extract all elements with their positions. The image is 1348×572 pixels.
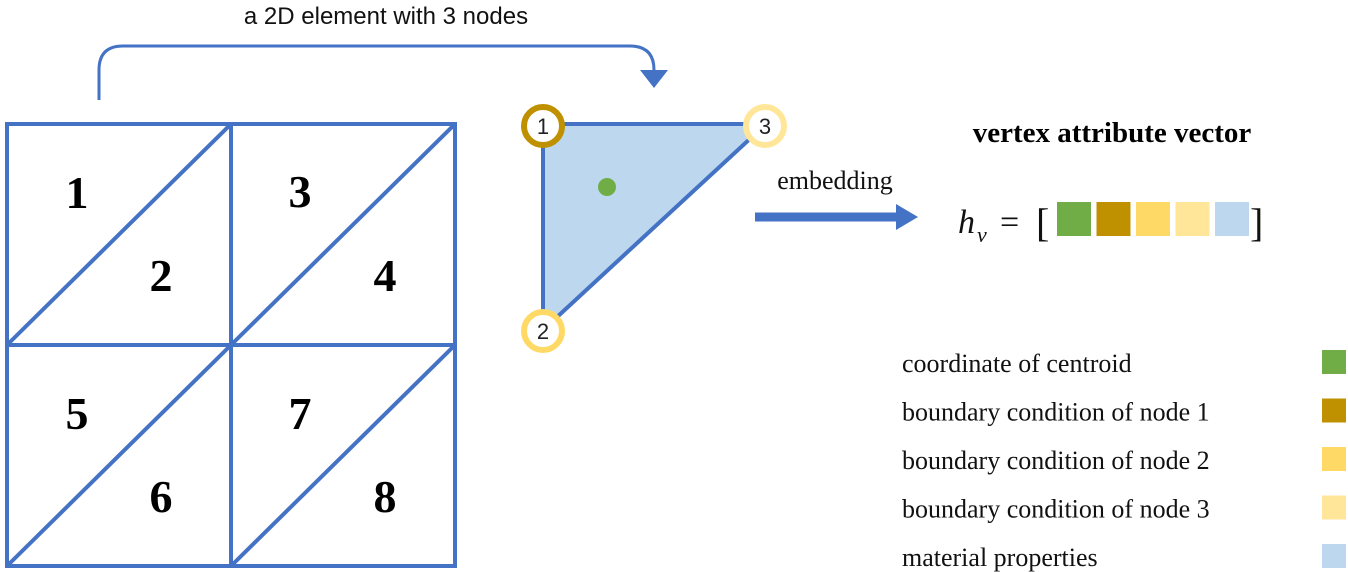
vector-cell (1215, 202, 1249, 236)
legend-label: boundary condition of node 3 (902, 495, 1210, 524)
legend-swatch (1322, 544, 1346, 568)
element-number-4: 4 (374, 250, 397, 301)
vector-cells (1057, 202, 1249, 236)
element-number-2: 2 (150, 250, 173, 301)
legend-swatch (1322, 495, 1346, 520)
curved-arrow (97, 44, 656, 100)
formula-close-bracket: ] (1250, 200, 1263, 245)
element-number-7: 7 (289, 388, 312, 439)
legend-swatch (1322, 447, 1346, 471)
node-1-circle (521, 104, 565, 148)
vector-title: vertex attribute vector (973, 117, 1252, 149)
vector-cell (1057, 202, 1091, 236)
node-3-circle (743, 104, 787, 148)
embedding-label: embedding (777, 166, 893, 195)
element-number-8: 8 (374, 471, 397, 522)
node-2-circle (521, 309, 565, 353)
curved-arrow-head (640, 70, 668, 88)
legend-label: boundary condition of node 1 (902, 398, 1210, 427)
node-2-label: 2 (537, 319, 549, 344)
mesh-diagonal-bottom-right (229, 343, 457, 568)
vector-cell (1096, 202, 1131, 236)
node-3-label: 3 (759, 114, 771, 139)
formula-symbol: h (958, 204, 975, 241)
legend-swatch (1322, 398, 1346, 423)
vector-cell (1136, 202, 1170, 236)
top-label: a 2D element with 3 nodes (244, 3, 528, 30)
formula-open-bracket: [ (1036, 200, 1049, 245)
mesh-diagonal-top-right (229, 122, 457, 347)
formula-equals: = (1000, 204, 1019, 241)
formula-subscript: v (977, 222, 987, 247)
legend-label: boundary condition of node 2 (902, 446, 1210, 475)
mesh-diagonal-bottom-left (5, 343, 233, 568)
element-number-3: 3 (289, 166, 312, 217)
legend-label: material properties (902, 543, 1098, 572)
legend: coordinate of centroid boundary condition… (902, 349, 1346, 572)
mesh-grid (5, 122, 457, 568)
legend-label: coordinate of centroid (902, 349, 1132, 378)
legend-swatch (1322, 350, 1346, 374)
vector-cell (1175, 202, 1210, 236)
element-number-5: 5 (66, 388, 89, 439)
mesh-diagonal-top-left (5, 122, 233, 347)
element-number-6: 6 (150, 471, 173, 522)
node-1-label: 1 (537, 114, 549, 139)
centroid-dot (598, 178, 616, 196)
element-number-1: 1 (66, 167, 89, 218)
embedding-arrow-head (896, 204, 918, 230)
triangle-element (541, 122, 772, 335)
